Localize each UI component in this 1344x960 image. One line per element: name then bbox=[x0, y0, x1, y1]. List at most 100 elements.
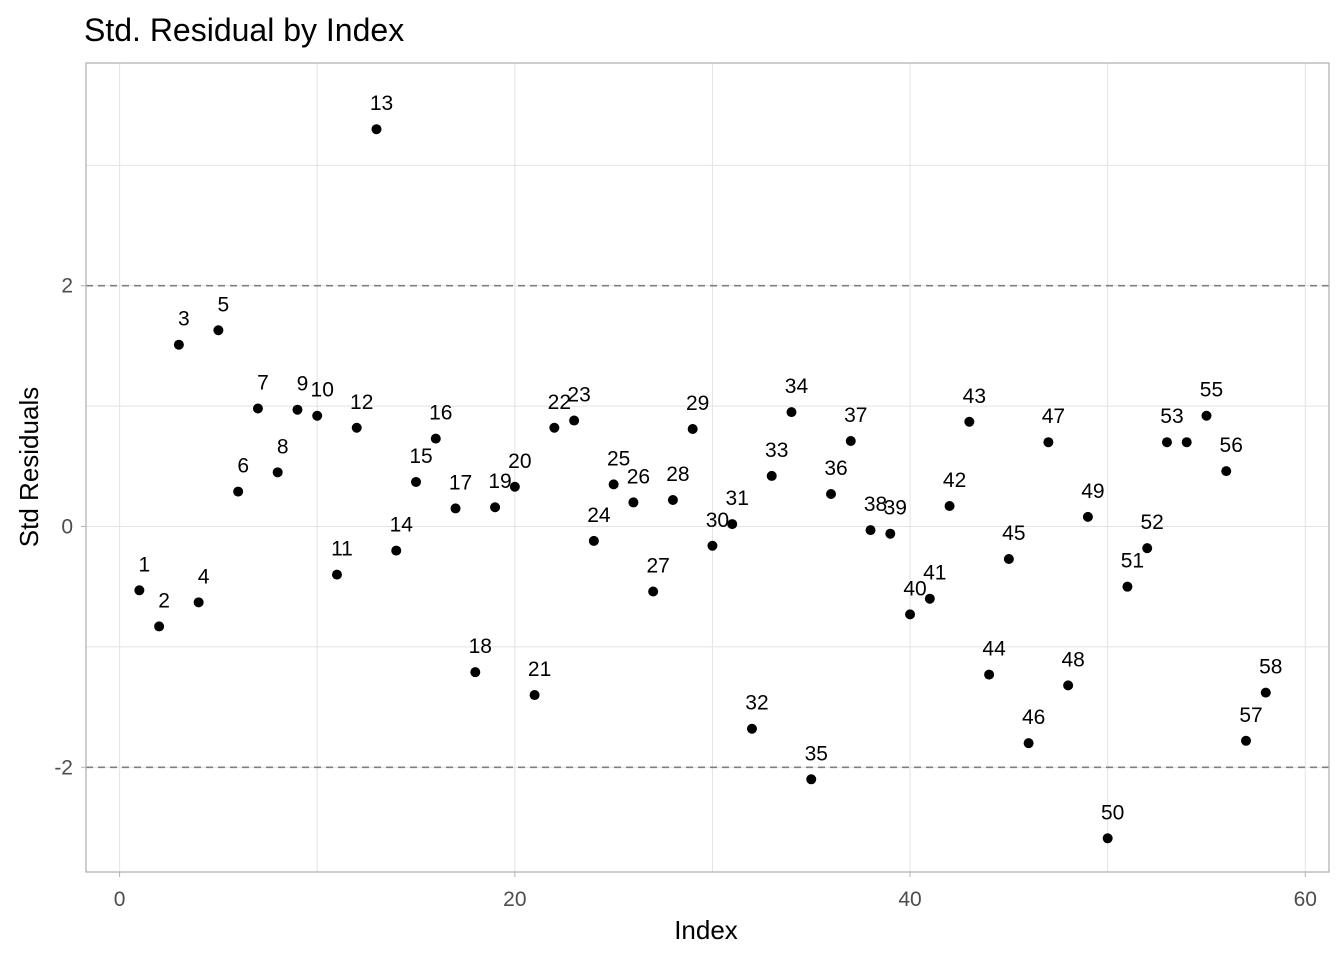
point-label: 51 bbox=[1121, 550, 1144, 573]
point-label: 14 bbox=[390, 514, 414, 537]
data-point bbox=[1122, 581, 1133, 592]
data-point bbox=[964, 416, 975, 427]
point-label: 40 bbox=[903, 577, 926, 600]
point-label: 16 bbox=[429, 402, 452, 425]
data-point bbox=[1003, 553, 1014, 564]
data-point bbox=[490, 502, 501, 513]
data-point bbox=[845, 436, 856, 447]
data-point bbox=[667, 495, 678, 506]
data-point bbox=[252, 403, 263, 414]
y-tick-label: 2 bbox=[61, 275, 73, 298]
data-point bbox=[727, 519, 738, 530]
data-point bbox=[173, 339, 184, 350]
point-label: 29 bbox=[686, 392, 709, 415]
point-label: 21 bbox=[528, 658, 551, 681]
data-point bbox=[1201, 410, 1212, 421]
data-point bbox=[924, 593, 935, 604]
data-point bbox=[1023, 738, 1034, 749]
data-point bbox=[1241, 735, 1252, 746]
point-label: 13 bbox=[370, 92, 393, 115]
point-label: 30 bbox=[706, 509, 729, 532]
point-label: 26 bbox=[627, 465, 650, 488]
point-label: 33 bbox=[765, 439, 788, 462]
point-label: 44 bbox=[982, 638, 1006, 661]
point-label: 49 bbox=[1081, 480, 1104, 503]
chart-title: Std. Residual by Index bbox=[84, 12, 404, 48]
point-label: 22 bbox=[548, 391, 571, 414]
data-point bbox=[154, 621, 165, 632]
data-point bbox=[549, 422, 560, 433]
point-label: 43 bbox=[963, 385, 986, 408]
point-label: 48 bbox=[1061, 648, 1084, 671]
data-point bbox=[707, 540, 718, 551]
point-label: 56 bbox=[1220, 434, 1243, 457]
data-point bbox=[233, 486, 244, 497]
point-label: 45 bbox=[1002, 522, 1025, 545]
data-point bbox=[509, 481, 520, 492]
point-label: 38 bbox=[864, 493, 887, 516]
point-label: 57 bbox=[1239, 704, 1262, 727]
data-point bbox=[687, 423, 698, 434]
data-point bbox=[865, 525, 876, 536]
data-point bbox=[529, 690, 540, 701]
data-point bbox=[193, 597, 204, 608]
data-point bbox=[628, 497, 639, 508]
data-point bbox=[905, 609, 916, 620]
data-point bbox=[944, 501, 955, 512]
data-point bbox=[1161, 437, 1172, 448]
point-label: 36 bbox=[824, 457, 847, 480]
point-label: 15 bbox=[409, 445, 432, 468]
point-label: 20 bbox=[508, 450, 531, 473]
point-label: 39 bbox=[884, 497, 907, 520]
point-label: 8 bbox=[277, 435, 289, 458]
x-tick-label: 0 bbox=[114, 888, 126, 911]
point-label: 10 bbox=[311, 379, 334, 402]
point-label: 24 bbox=[587, 504, 611, 527]
data-point bbox=[213, 325, 224, 336]
reference-lines bbox=[86, 284, 1329, 769]
data-point bbox=[1181, 437, 1192, 448]
data-point bbox=[470, 667, 481, 678]
data-point bbox=[1063, 680, 1074, 691]
point-label: 1 bbox=[139, 553, 151, 576]
plot-panel-border bbox=[85, 62, 1330, 873]
data-point bbox=[1221, 466, 1232, 477]
data-points bbox=[134, 124, 1271, 844]
data-point bbox=[272, 467, 283, 478]
x-axis-ticks: 0 20 40 60 bbox=[114, 872, 1317, 911]
point-label: 3 bbox=[178, 308, 190, 331]
y-tick-label: 0 bbox=[61, 515, 73, 538]
y-axis-title: Std Residuals bbox=[14, 387, 44, 547]
data-point bbox=[1102, 833, 1113, 844]
point-label: 53 bbox=[1160, 405, 1183, 428]
data-point bbox=[806, 774, 817, 785]
point-label: 37 bbox=[844, 404, 867, 427]
point-label: 42 bbox=[943, 469, 966, 492]
data-point bbox=[588, 535, 599, 546]
point-label: 35 bbox=[805, 742, 828, 765]
x-tick-label: 40 bbox=[898, 888, 921, 911]
x-tick-label: 20 bbox=[503, 888, 526, 911]
point-label: 32 bbox=[745, 692, 768, 715]
plot-grid bbox=[86, 63, 1329, 872]
point-label: 50 bbox=[1101, 801, 1124, 824]
point-label: 12 bbox=[350, 391, 373, 414]
data-point bbox=[746, 723, 757, 734]
point-label: 6 bbox=[237, 455, 249, 478]
point-label: 47 bbox=[1042, 405, 1065, 428]
point-label: 46 bbox=[1022, 706, 1045, 729]
point-label: 18 bbox=[469, 635, 492, 658]
data-point bbox=[608, 479, 619, 490]
data-point bbox=[331, 569, 342, 580]
data-point bbox=[826, 488, 837, 499]
point-label: 2 bbox=[158, 589, 170, 612]
data-point bbox=[312, 410, 323, 421]
point-label: 27 bbox=[646, 554, 669, 577]
x-axis-title: Index bbox=[674, 915, 738, 945]
point-label: 41 bbox=[923, 562, 946, 585]
data-point bbox=[786, 407, 797, 418]
point-label: 11 bbox=[331, 538, 353, 561]
point-label: 58 bbox=[1259, 656, 1282, 679]
data-point bbox=[371, 124, 382, 135]
y-tick-label: -2 bbox=[54, 756, 73, 779]
